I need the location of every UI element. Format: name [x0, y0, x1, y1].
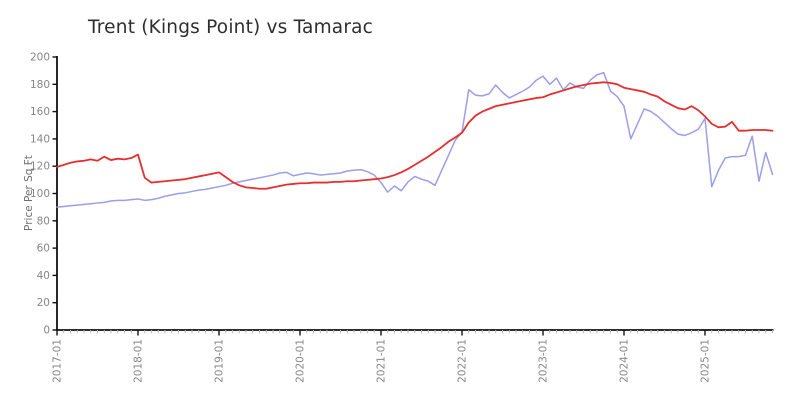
x-tick-label: 2025-01: [700, 339, 712, 383]
axes: [56, 56, 774, 331]
x-tick-label: 2022-01: [457, 339, 469, 383]
y-tick-label: 40: [37, 270, 50, 282]
y-tick-label: 100: [30, 188, 50, 200]
x-tick-label: 2019-01: [214, 339, 226, 383]
x-tick-label: 2018-01: [133, 339, 145, 383]
y-tick-label: 80: [37, 215, 50, 227]
y-tick-label: 160: [30, 106, 50, 118]
y-tick-label: 0: [43, 325, 50, 337]
y-tick-label: 180: [30, 79, 50, 91]
chart-title: Trent (Kings Point) vs Tamarac: [88, 17, 374, 38]
x-tick-label: 2020-01: [295, 339, 307, 383]
y-tick-label: 120: [30, 161, 50, 173]
y-tick-label: 60: [37, 243, 50, 255]
y-tick-label: 20: [37, 297, 50, 309]
y-axis-ticks: 0 20 40 60 80 100 120 140 160 180 200: [30, 52, 57, 337]
x-tick-label: 2021-01: [376, 339, 388, 383]
x-tick-label: 2024-01: [619, 339, 631, 383]
x-tick-label: 2023-01: [538, 339, 550, 383]
x-tick-label: 2017-01: [52, 339, 64, 383]
y-tick-label: 140: [30, 133, 50, 145]
series-line-trent-kings-point: [56, 71, 774, 208]
x-axis-ticks: 2017-01 2018-01 2019-01 2020-01 2021-01 2022-…: [52, 330, 773, 383]
y-tick-label: 200: [30, 52, 50, 64]
series-line-tamarac: [56, 81, 774, 190]
